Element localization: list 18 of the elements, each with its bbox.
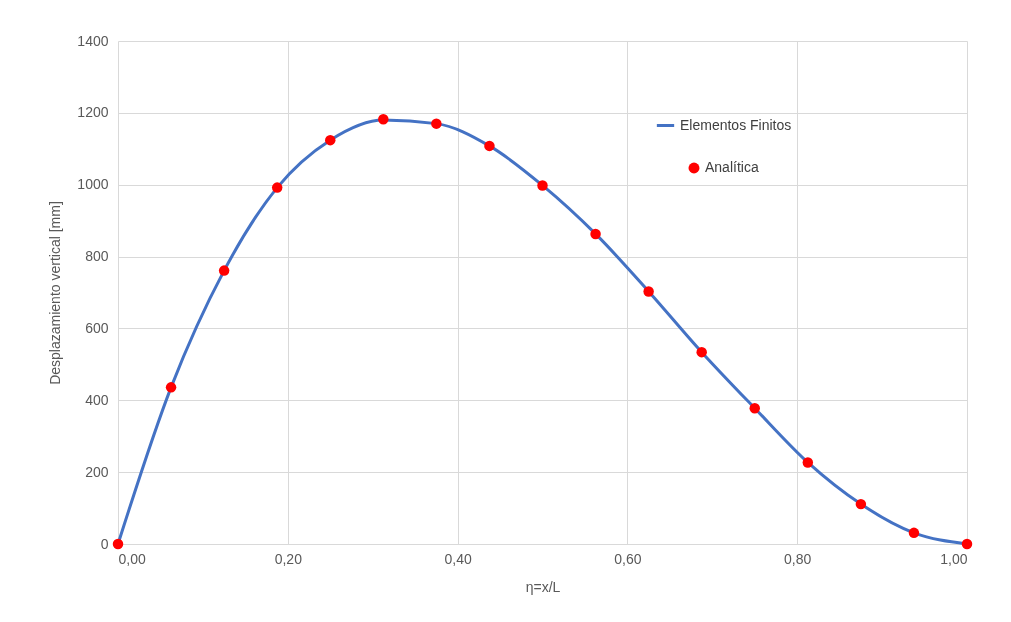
x-tick-label: 0,20 bbox=[274, 550, 303, 567]
legend-label: Analítica bbox=[705, 159, 759, 175]
x-tick-label: 1,00 bbox=[940, 550, 968, 567]
x-tick-label: 0,40 bbox=[444, 550, 472, 567]
y-tick-label: 600 bbox=[85, 319, 109, 336]
y-tick-label: 1200 bbox=[77, 104, 109, 121]
y-tick-label: 400 bbox=[85, 391, 109, 408]
legend-label: Elementos Finitos bbox=[680, 116, 792, 133]
y-tick-label: 1400 bbox=[77, 32, 109, 49]
x-axis-title: η=x/L bbox=[525, 578, 561, 595]
y-tick-label: 200 bbox=[85, 463, 109, 480]
x-tick-label: 0,80 bbox=[784, 550, 812, 567]
y-tick-label: 800 bbox=[85, 248, 109, 265]
x-tick-label: 0,00 bbox=[118, 550, 146, 567]
x-tick-label: 0,60 bbox=[614, 550, 642, 567]
y-axis-title: Desplazamiento vertical [mm] bbox=[47, 201, 64, 385]
y-tick-label: 0 bbox=[100, 535, 109, 552]
y-tick-label: 1000 bbox=[77, 176, 109, 193]
